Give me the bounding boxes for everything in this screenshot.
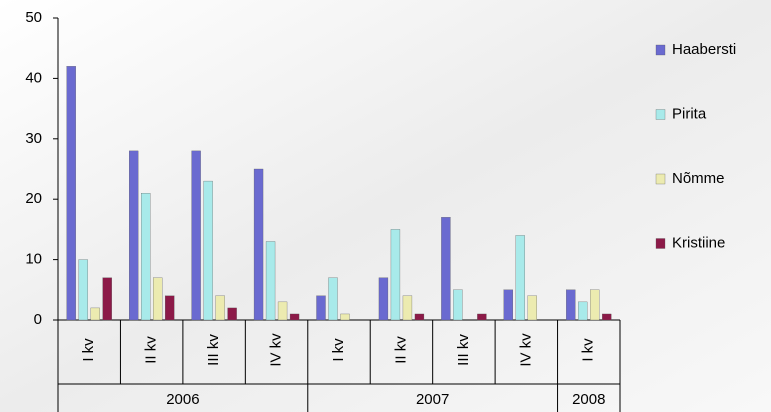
x-tick-label: III kv — [455, 334, 472, 366]
bar — [328, 277, 338, 321]
bar — [566, 289, 576, 321]
bar — [441, 217, 451, 321]
y-tick-label: 40 — [25, 69, 42, 86]
y-tick-label: 30 — [25, 130, 42, 147]
x-tick-label: I kv — [80, 338, 97, 362]
x-tick-label: II kv — [392, 336, 409, 364]
bar — [153, 277, 163, 321]
legend-marker — [655, 44, 666, 56]
bar — [402, 295, 413, 321]
bar — [66, 66, 76, 321]
y-tick-label: 20 — [25, 190, 42, 207]
bar — [340, 313, 350, 321]
bar — [78, 259, 88, 321]
bar — [141, 193, 151, 321]
bar — [316, 295, 326, 321]
y-tick-label: 10 — [25, 251, 42, 268]
bar — [414, 313, 425, 321]
bar — [215, 295, 225, 321]
bar — [253, 168, 264, 321]
bar — [477, 313, 487, 321]
y-tick-label: 0 — [34, 311, 42, 328]
bar — [578, 301, 588, 321]
legend-label: Pirita — [672, 105, 707, 122]
bar — [265, 241, 276, 321]
bar — [289, 313, 300, 321]
x-tick-label: I kv — [330, 338, 347, 362]
bar — [203, 180, 213, 321]
bar — [378, 277, 389, 321]
bar — [227, 307, 237, 321]
legend-label: Kristiine — [672, 234, 725, 251]
legend-marker — [655, 109, 666, 120]
group-label: 2007 — [416, 391, 449, 408]
legend-marker — [655, 173, 666, 185]
legend-label: Haabersti — [672, 41, 736, 58]
bar — [602, 313, 612, 321]
group-label: 2006 — [166, 391, 199, 408]
group-label: 2008 — [572, 391, 605, 408]
bar — [277, 301, 288, 321]
x-tick-label: I kv — [580, 338, 597, 362]
x-tick-label: II kv — [143, 336, 160, 364]
bar — [165, 295, 175, 321]
legend-marker — [655, 238, 666, 249]
bar — [527, 295, 537, 321]
bar — [390, 229, 401, 321]
bar — [129, 150, 139, 321]
legend-label: Nõmme — [672, 170, 725, 187]
bar — [102, 277, 112, 321]
x-tick-label: III kv — [205, 334, 222, 366]
bar — [453, 289, 463, 321]
bar — [90, 307, 100, 321]
bar — [191, 150, 201, 321]
bar — [503, 289, 513, 321]
x-tick-label: IV kv — [517, 333, 534, 367]
y-tick-label: 50 — [25, 9, 42, 26]
bar — [590, 289, 600, 321]
bar — [515, 235, 525, 321]
x-tick-label: IV kv — [268, 333, 285, 367]
